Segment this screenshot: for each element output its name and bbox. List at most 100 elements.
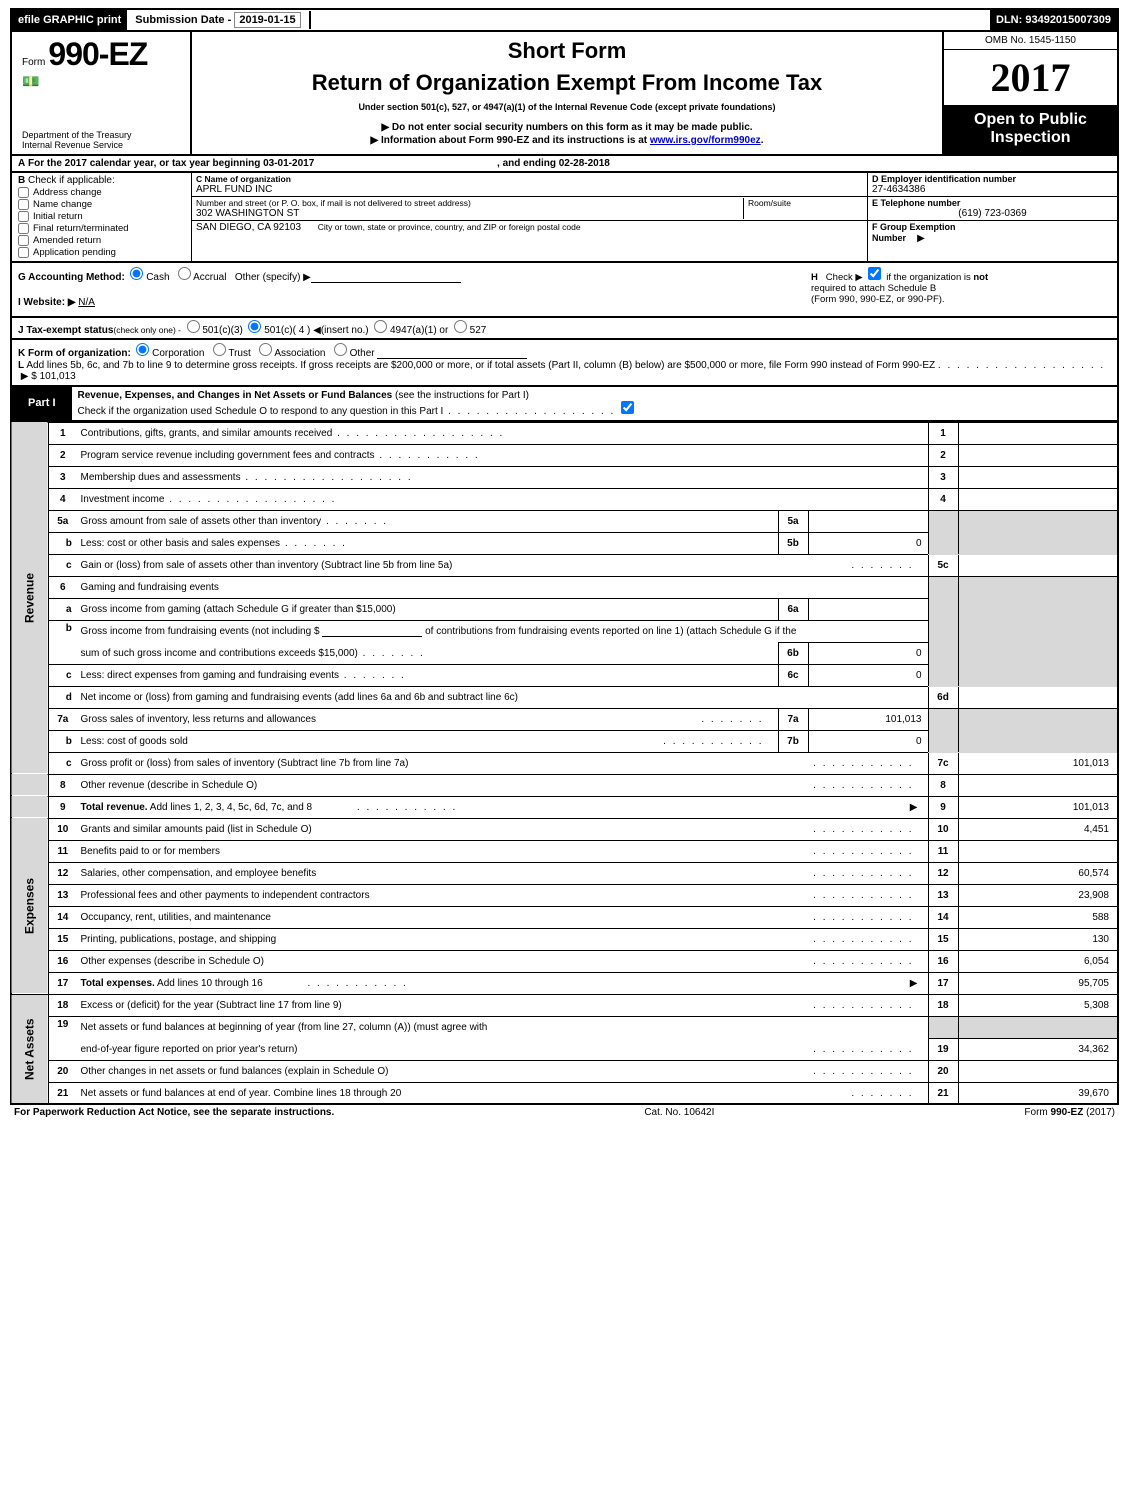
box-e: E Telephone number (619) 723-0369: [868, 197, 1117, 221]
k-other-blank[interactable]: [377, 348, 527, 359]
chk-application-pending-box[interactable]: [18, 247, 29, 258]
line-k: K Form of organization: Corporation Trus…: [18, 343, 1111, 359]
line-h: H Check ▶ if the organization is not req…: [811, 267, 1111, 312]
j-501c-radio[interactable]: [248, 320, 261, 333]
l16-rnum: 16: [928, 950, 958, 972]
chk-name-change-box[interactable]: [18, 199, 29, 210]
k-other: Other: [350, 348, 375, 359]
l21-num: 21: [49, 1082, 77, 1104]
l6a-text-val: Gross income from gaming (attach Schedul…: [81, 604, 396, 615]
chk-amended-return[interactable]: Amended return: [18, 235, 189, 246]
j-527-radio[interactable]: [454, 320, 467, 333]
j-4947-radio[interactable]: [374, 320, 387, 333]
part1-label: Part I: [12, 394, 72, 412]
l14-num: 14: [49, 906, 77, 928]
l17-num: 17: [49, 972, 77, 994]
box-f-arrow: ▶: [917, 233, 925, 244]
footer-right: Form 990-EZ (2017): [1024, 1107, 1115, 1118]
chk-address-change[interactable]: Address change: [18, 187, 189, 198]
l1-rnum: 1: [928, 422, 958, 444]
submission-date-value: 2019-01-15: [234, 12, 300, 28]
k-other-radio[interactable]: [334, 343, 347, 356]
l7a-text: Gross sales of inventory, less returns a…: [77, 708, 779, 730]
arrow2-pre: ▶ Information about Form 990-EZ and its …: [371, 135, 650, 146]
phone-value: (619) 723-0369: [872, 208, 1113, 219]
l17-arrow: ▶: [910, 978, 918, 989]
box-def: D Employer identification number 27-4634…: [867, 173, 1117, 261]
l-dots: [938, 360, 1105, 371]
h-checkbox[interactable]: [868, 267, 881, 280]
street-row: Number and street (or P. O. box, if mail…: [192, 197, 867, 221]
k-assoc-radio[interactable]: [259, 343, 272, 356]
l5ab-grey-val: [958, 510, 1118, 554]
ein-value: 27-4634386: [872, 184, 1113, 195]
j-4947: 4947(a)(1) or: [390, 325, 448, 336]
street-label: Number and street (or P. O. box, if mail…: [196, 198, 743, 208]
chk-initial-return[interactable]: Initial return: [18, 211, 189, 222]
part1-title: Revenue, Expenses, and Changes in Net As…: [72, 387, 1117, 420]
g-cash-radio[interactable]: [130, 267, 143, 280]
header-left: Form 990-EZ 💵 Department of the Treasury…: [12, 32, 192, 154]
k-trust-radio[interactable]: [213, 343, 226, 356]
revenue-side-label: Revenue: [11, 422, 49, 774]
l6c-text: Less: direct expenses from gaming and fu…: [77, 664, 779, 686]
l14-text-val: Occupancy, rent, utilities, and maintena…: [81, 912, 271, 923]
arrow2-post: .: [761, 135, 764, 146]
k-corp-radio[interactable]: [136, 343, 149, 356]
box-d: D Employer identification number 27-4634…: [868, 173, 1117, 197]
footer-right-post: (2017): [1083, 1107, 1115, 1118]
g-other-blank[interactable]: [311, 272, 461, 283]
l6b-blank[interactable]: [322, 626, 422, 637]
chk-address-change-box[interactable]: [18, 187, 29, 198]
l13-text: Professional fees and other payments to …: [77, 884, 929, 906]
l13-text-val: Professional fees and other payments to …: [81, 890, 370, 901]
city-value: SAN DIEGO, CA 92103: [196, 222, 301, 233]
j-501c3-radio[interactable]: [187, 320, 200, 333]
header-center: Short Form Return of Organization Exempt…: [192, 32, 942, 154]
footer-right-bold: 990-EZ: [1051, 1107, 1084, 1118]
g-accrual: Accrual: [193, 272, 226, 283]
l19-text2: end-of-year figure reported on prior yea…: [77, 1038, 929, 1060]
l9-rest: Add lines 1, 2, 3, 4, 5c, 6d, 7c, and 8: [148, 802, 313, 813]
l6b-text2: sum of such gross income and contributio…: [77, 642, 779, 664]
g-accrual-radio[interactable]: [178, 267, 191, 280]
org-name: APRL FUND INC: [196, 184, 863, 195]
l20-rval: [958, 1060, 1118, 1082]
l10-rnum: 10: [928, 818, 958, 840]
l19-grey: [928, 1016, 958, 1038]
l14-text: Occupancy, rent, utilities, and maintena…: [77, 906, 929, 928]
l1-num: 1: [49, 422, 77, 444]
l19-rval: 34,362: [958, 1038, 1118, 1060]
box-d-label: D Employer identification number: [872, 174, 1113, 184]
chk-initial-return-box[interactable]: [18, 211, 29, 222]
l5a-text: Gross amount from sale of assets other t…: [77, 510, 779, 532]
l19-rnum: 19: [928, 1038, 958, 1060]
l7a-num: 7a: [49, 708, 77, 730]
dept-line2: Internal Revenue Service: [22, 140, 184, 150]
l6c-num: c: [49, 664, 77, 686]
part1-check-line: Check if the organization used Schedule …: [78, 406, 444, 417]
part1-schedule-o-chk[interactable]: [621, 401, 634, 414]
chk-amended-return-box[interactable]: [18, 235, 29, 246]
l12-text: Salaries, other compensation, and employ…: [77, 862, 929, 884]
l19-num: 19: [49, 1016, 77, 1060]
form-number: 990-EZ: [48, 36, 147, 72]
footer-left: For Paperwork Reduction Act Notice, see …: [14, 1107, 334, 1118]
l10-num: 10: [49, 818, 77, 840]
l21-text: Net assets or fund balances at end of ye…: [77, 1082, 929, 1104]
chk-application-pending[interactable]: Application pending: [18, 247, 189, 258]
h-label: H: [811, 272, 818, 283]
chk-name-change[interactable]: Name change: [18, 199, 189, 210]
l12-rval: 60,574: [958, 862, 1118, 884]
irs-link[interactable]: www.irs.gov/form990ez: [650, 135, 761, 146]
l16-text-val: Other expenses (describe in Schedule O): [81, 956, 264, 967]
l16-num: 16: [49, 950, 77, 972]
l21-rval: 39,670: [958, 1082, 1118, 1104]
dln: DLN: 93492015007309: [990, 10, 1117, 30]
l6d-rval: [958, 686, 1118, 708]
box-c: C Name of organization APRL FUND INC Num…: [192, 173, 867, 261]
footer-right-pre: Form: [1024, 1107, 1050, 1118]
chk-final-return[interactable]: Final return/terminated: [18, 223, 189, 234]
l6-grey-val: [958, 576, 1118, 686]
chk-final-return-box[interactable]: [18, 223, 29, 234]
